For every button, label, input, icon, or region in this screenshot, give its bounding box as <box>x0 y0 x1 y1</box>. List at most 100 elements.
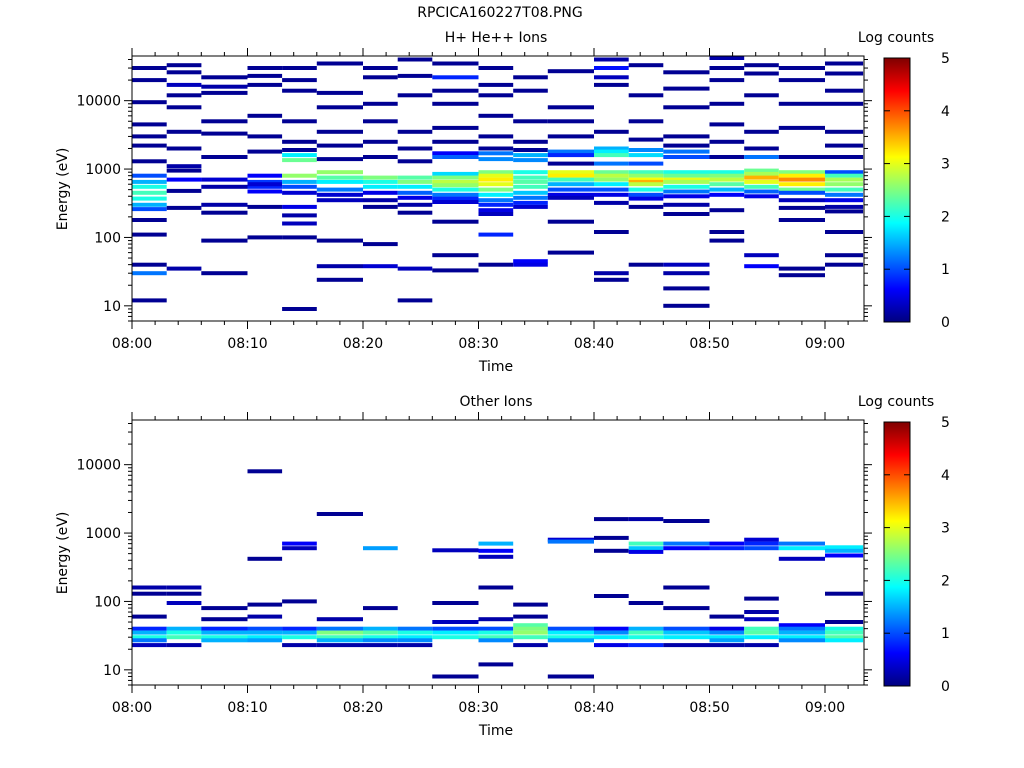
heatmap-cell <box>778 626 825 631</box>
heatmap-cell <box>825 192 864 197</box>
heatmap-cell <box>594 173 629 178</box>
heatmap-cell <box>282 148 317 152</box>
heatmap-cell <box>247 189 283 194</box>
y-axis-label: Energy (eV) <box>55 512 71 595</box>
heatmap-cell <box>166 188 202 193</box>
chart-title: H+ He++ Ions <box>445 30 548 46</box>
heatmap-cell <box>628 196 664 201</box>
heatmap-cell <box>282 119 317 124</box>
heatmap-cell <box>663 271 710 276</box>
heatmap-cell <box>432 674 479 679</box>
heatmap-cell <box>166 63 202 68</box>
heatmap-cell <box>744 596 779 601</box>
heatmap-cell <box>547 105 594 110</box>
heatmap-cell <box>363 546 398 551</box>
heatmap-cell <box>825 143 864 148</box>
heatmap-cell <box>397 146 433 151</box>
heatmap-cell <box>663 189 710 194</box>
heatmap-cell <box>547 173 594 178</box>
heatmap-cell <box>201 90 248 95</box>
heatmap-cell <box>478 134 514 139</box>
heatmap-cell <box>282 541 317 546</box>
heatmap-cell <box>397 298 433 303</box>
heatmap-cell <box>513 184 548 189</box>
colorbar-tick-label: 4 <box>941 468 950 484</box>
heatmap-cell <box>547 182 594 187</box>
x-tick-label: 08:20 <box>343 700 383 716</box>
x-tick-label: 08:00 <box>112 700 152 716</box>
heatmap-cell <box>663 303 710 308</box>
heatmap-cell <box>247 113 283 118</box>
heatmap-cell <box>594 149 629 154</box>
heatmap-cell <box>594 170 629 175</box>
heatmap-cell <box>513 614 548 619</box>
heatmap-cell <box>282 221 317 226</box>
heatmap-cell <box>744 541 779 546</box>
heatmap-cell <box>709 630 745 635</box>
heatmap-cell <box>547 539 594 544</box>
heatmap-cell <box>513 262 548 267</box>
heatmap-cell <box>778 273 825 278</box>
heatmap-cell <box>247 134 283 139</box>
heatmap-cell <box>166 643 202 648</box>
heatmap-cell <box>247 179 283 184</box>
heatmap-cell <box>316 643 363 648</box>
heatmap-cell <box>744 626 779 631</box>
heatmap-cell <box>132 196 167 201</box>
heatmap-cell <box>316 198 363 203</box>
heatmap-cell <box>132 207 167 212</box>
heatmap-cell <box>316 61 363 66</box>
heatmap-cell <box>825 253 864 258</box>
heatmap-cell <box>432 88 479 93</box>
colorbar-ticks: 0 1 2 3 4 5 <box>884 415 950 695</box>
heatmap-cell <box>166 93 202 98</box>
heatmap-cell <box>363 204 398 209</box>
heatmap-cell <box>363 119 398 124</box>
heatmap-cell <box>628 630 664 635</box>
heatmap-cell <box>316 157 363 162</box>
heatmap-cell <box>201 606 248 611</box>
heatmap-cell <box>547 134 594 139</box>
heatmap-cell <box>316 192 363 197</box>
heatmap-cell <box>132 143 167 148</box>
heatmap-cell <box>825 620 864 624</box>
heatmap-cell <box>594 517 629 522</box>
heatmap-cell <box>663 179 710 184</box>
heatmap-cell <box>247 635 283 640</box>
heatmap-cell <box>825 626 864 631</box>
x-tick-label: 08:50 <box>689 336 729 352</box>
heatmap-cell <box>432 196 479 201</box>
heatmap-cell <box>825 182 864 187</box>
heatmap-cell <box>663 643 710 648</box>
heatmap-cell <box>628 626 664 631</box>
heatmap-cell <box>316 626 363 631</box>
heatmap-cell <box>478 187 514 192</box>
heatmap-cell <box>316 90 363 95</box>
heatmap-cell <box>709 155 745 159</box>
x-tick-label: 08:40 <box>574 336 614 352</box>
y-tick-label: 100 <box>94 594 121 610</box>
heatmap-cell <box>628 204 664 209</box>
heatmap-cell <box>432 155 479 159</box>
heatmap-cell <box>513 204 548 209</box>
heatmap-cell <box>397 184 433 189</box>
heatmap-cell <box>663 143 710 148</box>
heatmap-cell <box>547 635 594 640</box>
heatmap-cell <box>513 259 548 264</box>
heatmap-cell <box>709 546 745 551</box>
y-axis: 10 100 1000 10000 <box>76 422 872 686</box>
x-tick-label: 09:00 <box>805 700 845 716</box>
heatmap-cell <box>709 170 745 175</box>
heatmap-cell <box>628 153 664 158</box>
heatmap-cell <box>478 198 514 203</box>
colorbar-tick-label: 2 <box>941 209 950 225</box>
heatmap-cell <box>397 57 433 62</box>
heatmap-cell <box>201 177 248 182</box>
heatmap-cell <box>282 139 317 144</box>
heatmap-cell <box>282 179 317 184</box>
heatmap-cell <box>778 170 825 175</box>
heatmap-cell <box>132 585 167 590</box>
heatmap-cell <box>316 635 363 640</box>
heatmap-cell <box>363 184 398 189</box>
